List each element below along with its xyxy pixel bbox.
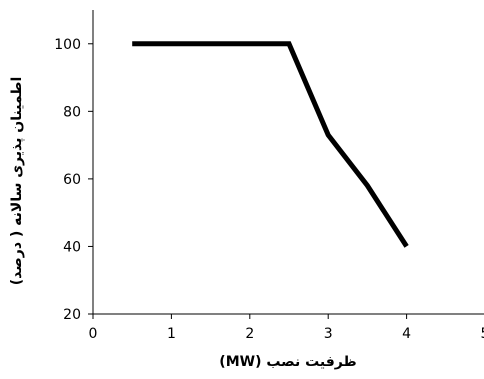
axes-layer bbox=[92, 10, 484, 315]
series-line bbox=[132, 41, 409, 248]
ticks-layer: 20 40 60 80 100 0 1 2 3 4 5 bbox=[54, 37, 484, 342]
y-tick-label: 60 bbox=[63, 172, 81, 188]
y-axis-title: اطمینان پذیری سالانه ( درصد) bbox=[9, 77, 25, 286]
x-tick-label: 3 bbox=[324, 326, 333, 342]
x-tick-label: 2 bbox=[245, 326, 254, 342]
y-tick-label: 40 bbox=[63, 239, 81, 255]
y-tick-label: 100 bbox=[54, 37, 81, 53]
series-layer bbox=[132, 41, 409, 248]
x-tick-label: 1 bbox=[167, 326, 176, 342]
x-axis-title: ظرفیت نصب (MW) bbox=[219, 354, 356, 370]
x-tick-label: 4 bbox=[402, 326, 411, 342]
x-tick-label: 0 bbox=[89, 326, 98, 342]
x-tick-label: 5 bbox=[481, 326, 484, 342]
y-tick-label: 20 bbox=[63, 307, 81, 323]
y-tick-label: 80 bbox=[63, 104, 81, 120]
